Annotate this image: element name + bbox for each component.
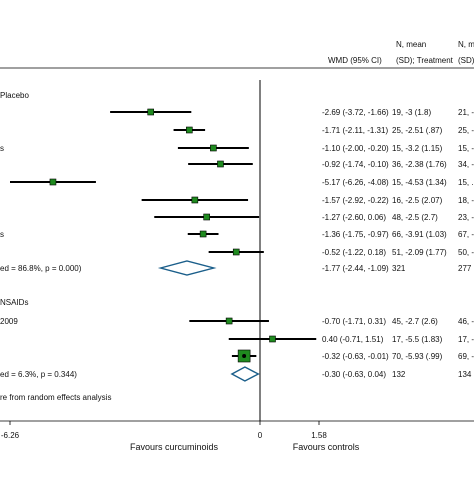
point-estimate-marker [49,178,57,186]
group-label-nsaids: NSAIDs [0,298,28,307]
treatment-value: 48, -2.5 (2.7) [392,213,438,222]
wmd-value: -1.71 (-2.11, -1.31) [322,126,388,135]
summary-label: ed = 6.3%, p = 0.344) [0,370,77,379]
x-tick-label-zero: 0 [258,431,263,440]
treatment-value: 70, -5.93 (.99) [392,352,443,361]
point-estimate-marker [199,230,207,238]
wmd-value: -1.36 (-1.75, -0.97) [322,230,389,239]
summary-treatment-n: 321 [392,264,406,273]
wmd-value: -5.17 (-6.26, -4.08) [322,178,389,187]
treatment-value: 17, -5.5 (1.83) [392,335,443,344]
point-estimate-marker [210,144,217,152]
point-estimate-marker [186,126,193,134]
wmd-value: -1.10 (-2.00, -0.20) [322,144,389,153]
wmd-value: -1.27 (-2.60, 0.06) [322,213,386,222]
wmd-value: 0.40 (-0.71, 1.51) [322,335,384,344]
point-estimate-marker [203,213,210,221]
wmd-value: -2.69 (-3.72, -1.66) [322,108,389,117]
control-value: 34, - [458,160,474,169]
control-value: 50, - [458,248,474,257]
summary-wmd-value: -1.77 (-2.44, -1.09) [322,264,389,273]
control-value: 21, - [458,108,474,117]
summary-control-n: 277 [458,264,472,273]
treatment-column-header-1: N, mean [396,40,426,49]
point-estimate-marker [269,335,276,343]
wmd-value: -1.57 (-2.92, -0.22) [322,196,389,205]
treatment-value: 15, -3.2 (1.15) [392,144,443,153]
study-label: 2009 [0,317,18,326]
x-label-right: Favours controls [293,442,360,452]
control-value: 46, - [458,317,474,326]
summary-control-n: 134 [458,370,472,379]
treatment-value: 25, -2.51 (.87) [392,126,443,135]
control-value: 23, - [458,213,474,222]
wmd-column-header: WMD (95% CI) [328,56,382,65]
control-value: 25, - [458,126,474,135]
control-column-header-1: N, m [458,40,474,49]
wmd-value: -0.70 (-1.71, 0.31) [322,317,386,326]
treatment-value: 36, -2.38 (1.76) [392,160,447,169]
treatment-value: 45, -2.7 (2.6) [392,317,438,326]
point-estimate-marker [232,248,240,256]
control-column-header-2: (SD); [458,56,474,65]
wmd-value: -0.32 (-0.63, -0.01) [322,352,389,361]
treatment-value: 15, -4.53 (1.34) [392,178,447,187]
treatment-value: 66, -3.91 (1.03) [392,230,447,239]
control-value: 69, - [458,352,474,361]
x-tick-label-min: -6.26 [1,431,20,440]
control-value: 18, - [458,196,474,205]
treatment-column-header-2: (SD); Treatment [396,56,454,65]
wmd-value: -0.92 (-1.74, -0.10) [322,160,389,169]
control-value: 15, - [458,144,474,153]
group-label-placebo: Placebo [0,91,29,100]
forest-rows: -2.69 (-3.72, -1.66) 19, -3 (1.8) 21, - -1.… [0,108,474,382]
control-value: 17, - [458,335,474,344]
x-tick-label-max: 1.58 [311,431,327,440]
summary-diamond [230,366,260,382]
wmd-value: -0.52 (-1.22, 0.18) [322,248,386,257]
treatment-value: 19, -3 (1.8) [392,108,431,117]
point-estimate-dot [242,354,247,358]
footnote: re from random effects analysis [0,393,111,402]
control-value: 15, . [458,178,474,187]
treatment-value: 16, -2.5 (2.07) [392,196,443,205]
study-label: s [0,144,4,153]
summary-wmd-value: -0.30 (-0.63, 0.04) [322,370,386,379]
treatment-value: 51, -2.09 (1.77) [392,248,447,257]
summary-diamond [157,260,217,276]
point-estimate-marker [191,196,199,204]
control-value: 67, - [458,230,474,239]
summary-label: ed = 86.8%, p = 0.000) [0,264,82,273]
point-estimate-marker [147,108,155,116]
summary-treatment-n: 132 [392,370,406,379]
x-label-left: Favours curcuminoids [130,442,219,452]
study-label: s [0,230,4,239]
point-estimate-marker [217,160,224,168]
point-estimate-marker [225,317,233,325]
